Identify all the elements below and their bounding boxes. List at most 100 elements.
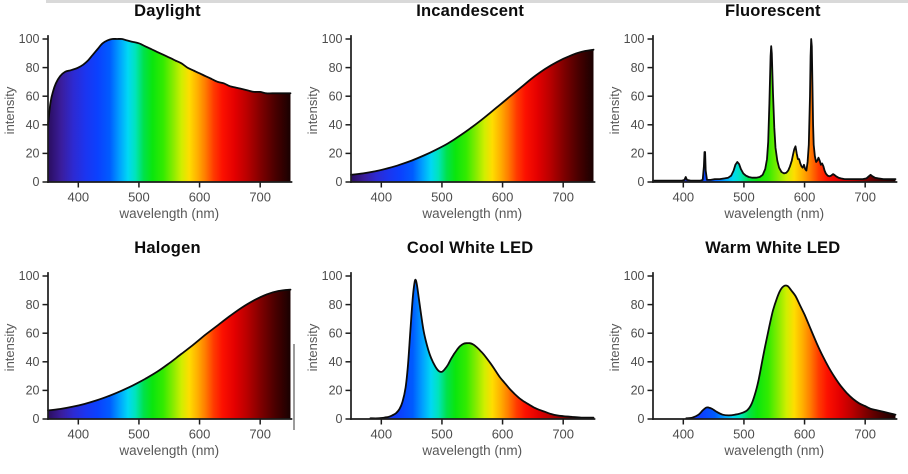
- chart-cell-cool-white-led: 0 20 40 60 80 100 400 500 600 700 intensity wavelen…: [303, 237, 606, 474]
- x-tick-label: 500: [128, 426, 150, 441]
- spectral-area-fill: [653, 39, 896, 182]
- x-tick-group: 400 500 600 700: [67, 419, 271, 442]
- x-tick-label: 700: [249, 189, 271, 204]
- chart-cell-daylight: 0 20 40 60 80 100 400 500 600 700 intensity wavelen…: [0, 0, 303, 237]
- y-tick-label: 40: [328, 118, 342, 132]
- y-tick-label: 80: [26, 61, 40, 75]
- y-tick-label: 80: [26, 298, 40, 312]
- y-axis-title: intensity: [607, 86, 622, 134]
- y-tick-label: 40: [631, 355, 645, 369]
- y-tick-label: 20: [26, 147, 40, 161]
- y-tick-label: 80: [328, 298, 342, 312]
- x-axis-title: wavelength (nm): [421, 206, 522, 221]
- x-tick-group: 400 500 600 700: [673, 419, 877, 442]
- chart-title-incandescent: Incandescent: [416, 2, 525, 20]
- y-tick-label: 60: [631, 326, 645, 340]
- spectrum-curve: [652, 38, 897, 182]
- y-tick-label: 40: [631, 118, 645, 132]
- y-axis-title: intensity: [2, 86, 17, 134]
- chart-title-warm-white-led: Warm White LED: [705, 239, 841, 257]
- x-tick-label: 600: [491, 427, 513, 442]
- y-tick-label: 0: [33, 412, 40, 426]
- spectrum-curve: [369, 278, 595, 419]
- y-tick-label: 0: [335, 412, 342, 426]
- spectrum-curve: [685, 284, 897, 419]
- y-tick-label: 100: [321, 269, 342, 283]
- x-tick-label: 400: [673, 426, 695, 441]
- axes: [349, 272, 596, 420]
- divider-artifact-line: [293, 344, 295, 430]
- chart-cell-warm-white-led: 0 20 40 60 80 100 400 500 600 700 intensity wavelen…: [605, 237, 908, 474]
- axes: [349, 35, 596, 183]
- x-tick-group: 400 500 600 700: [370, 182, 574, 205]
- chart-title-fluorescent: Fluorescent: [724, 2, 821, 20]
- cool-white-led-spectrum-plot: 0 20 40 60 80 100 400 500 600 700 intensity wavelen…: [305, 269, 596, 458]
- y-tick-label: 60: [328, 326, 342, 340]
- x-tick-group: 400 500 600 700: [673, 182, 877, 205]
- x-tick-label: 600: [189, 426, 211, 441]
- x-axis-title: wavelength (nm): [118, 443, 219, 458]
- spectral-area-fill: [686, 285, 896, 419]
- x-tick-label: 700: [855, 189, 877, 204]
- y-tick-label: 40: [26, 118, 40, 132]
- y-axis-title: intensity: [2, 323, 17, 371]
- y-tick-label: 100: [19, 269, 40, 283]
- y-axis-title: intensity: [607, 323, 622, 371]
- chart-title-halogen: Halogen: [134, 239, 201, 257]
- daylight-spectrum-plot: 0 20 40 60 80 100 400 500 600 700 intensity wavelen…: [2, 32, 293, 221]
- x-axis-title: wavelength (nm): [118, 206, 219, 221]
- chart-title-daylight: Daylight: [134, 2, 201, 20]
- y-tick-label: 60: [26, 326, 40, 340]
- y-tick-label: 100: [19, 32, 40, 46]
- y-tick-label: 0: [638, 412, 645, 426]
- y-tick-label: 100: [321, 32, 342, 46]
- y-tick-label: 20: [631, 147, 645, 161]
- x-axis-title: wavelength (nm): [724, 206, 825, 221]
- halogen-spectrum-plot: 0 20 40 60 80 100 400 500 600 700 intensity wavelen…: [2, 269, 293, 458]
- x-tick-label: 500: [431, 190, 453, 205]
- y-tick-group: 0 20 40 60 80 100: [19, 32, 48, 189]
- x-tick-label: 400: [67, 189, 89, 204]
- x-tick-label: 400: [370, 190, 392, 205]
- x-tick-label: 400: [370, 427, 392, 442]
- x-tick-label: 700: [249, 426, 271, 441]
- chart-cell-fluorescent: 0 20 40 60 80 100 400 500 600 700 intensity wavelen…: [605, 0, 908, 237]
- spectral-area-fill: [350, 49, 594, 182]
- y-tick-group: 0 20 40 60 80 100: [321, 32, 351, 189]
- x-tick-label: 700: [855, 426, 877, 441]
- chart-cell-incandescent: 0 20 40 60 80 100 400 500 600 700 intensity wavelen…: [303, 0, 606, 237]
- y-tick-label: 60: [26, 89, 40, 103]
- y-tick-group: 0 20 40 60 80 100: [321, 269, 351, 426]
- spectral-area-fill: [47, 38, 291, 182]
- y-tick-label: 20: [328, 147, 342, 161]
- y-tick-label: 80: [631, 61, 645, 75]
- y-tick-label: 0: [638, 175, 645, 189]
- y-tick-label: 100: [624, 269, 645, 283]
- y-axis-title: intensity: [305, 86, 320, 134]
- y-tick-group: 0 20 40 60 80 100: [19, 269, 48, 426]
- axes: [47, 35, 293, 183]
- spectral-area-fill: [370, 279, 594, 419]
- y-tick-label: 60: [631, 89, 645, 103]
- x-tick-label: 700: [552, 190, 574, 205]
- x-tick-label: 400: [67, 426, 89, 441]
- y-tick-label: 100: [624, 32, 645, 46]
- x-tick-label: 500: [431, 427, 453, 442]
- y-tick-label: 40: [26, 355, 40, 369]
- x-axis-title: wavelength (nm): [421, 443, 522, 458]
- y-tick-label: 60: [328, 89, 342, 103]
- y-tick-label: 80: [631, 298, 645, 312]
- x-tick-label: 600: [794, 189, 816, 204]
- axes: [652, 35, 898, 183]
- x-tick-label: 400: [673, 189, 695, 204]
- spectral-area-fill: [47, 289, 291, 419]
- warm-white-led-spectrum-plot: 0 20 40 60 80 100 400 500 600 700 intensity wavelen…: [607, 269, 898, 458]
- x-axis-title: wavelength (nm): [724, 443, 825, 458]
- y-tick-group: 0 20 40 60 80 100: [624, 269, 654, 426]
- x-tick-label: 600: [491, 190, 513, 205]
- x-tick-label: 700: [552, 427, 574, 442]
- x-tick-label: 500: [128, 189, 150, 204]
- x-tick-group: 400 500 600 700: [370, 419, 574, 442]
